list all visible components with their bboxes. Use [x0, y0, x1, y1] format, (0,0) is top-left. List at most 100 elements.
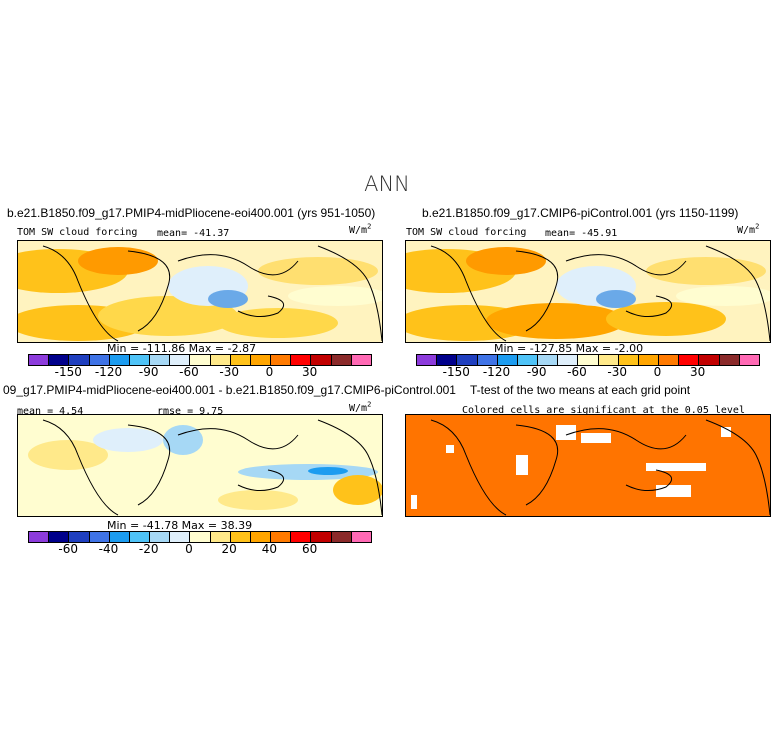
colorbar-tick-label: -90: [138, 365, 159, 379]
colorbar-swatch: [291, 355, 312, 365]
panel2-map: [405, 240, 771, 343]
colorbar-tick-label: -30: [219, 365, 239, 379]
colorbar-tick-label: 0: [185, 542, 193, 556]
colorbar-swatch: [170, 532, 191, 542]
colorbar-swatch: [618, 355, 639, 365]
panel3-rmse: rmse = 9.75: [157, 406, 224, 417]
colorbar-tick-label: 40: [261, 542, 278, 556]
panel2-units: W/m2: [737, 222, 760, 236]
colorbar-tick-label: 30: [302, 365, 318, 379]
colorbar-tick-label: -30: [607, 365, 627, 379]
panel3-units: W/m2: [349, 400, 372, 414]
colorbar-swatch: [437, 355, 458, 365]
colorbar-swatch: [578, 355, 599, 365]
colorbar-swatch: [150, 355, 171, 365]
colorbar-swatch: [739, 355, 759, 365]
colorbar-tick-label: 20: [221, 542, 237, 556]
colorbar-swatch: [210, 355, 231, 365]
colorbar-tick-label: 60: [302, 542, 318, 556]
colorbar-swatch: [89, 355, 110, 365]
colorbar-tick-label: -150: [442, 365, 470, 379]
colorbar-swatch: [351, 532, 371, 542]
page-title: ANN: [364, 172, 410, 196]
colorbar-swatch: [150, 532, 171, 542]
colorbar-swatch: [311, 355, 332, 365]
colorbar-swatch: [250, 532, 272, 542]
colorbar-swatch: [331, 355, 352, 365]
colorbar-swatch: [638, 355, 660, 365]
colorbar-swatch: [311, 532, 332, 542]
colorbar-tick-label: -90: [526, 365, 547, 379]
colorbar-swatch: [89, 532, 110, 542]
colorbar-swatch: [69, 355, 90, 365]
colorbar-tick-label: 0: [653, 365, 662, 379]
colorbar-swatch: [230, 532, 251, 542]
panel1-mean: mean= -41.37: [157, 228, 230, 239]
colorbar-swatch: [719, 355, 740, 365]
colorbar-swatch: [517, 355, 539, 365]
colorbar-swatch: [477, 355, 498, 365]
panel2-mean: mean= -45.91: [545, 228, 618, 239]
colorbar-swatch: [659, 355, 680, 365]
panel2-title: b.e21.B1850.f09_g17.CMIP6-piControl.001 …: [422, 206, 739, 220]
colorbar-swatch: [170, 355, 191, 365]
colorbar-swatch: [679, 355, 700, 365]
colorbar-swatch: [69, 532, 90, 542]
panel4-note: Colored cells are significant at the 0.0…: [462, 405, 745, 416]
panel2-colorbar: [416, 354, 760, 366]
colorbar-tick-label: 0: [265, 365, 274, 379]
colorbar-swatch: [699, 355, 720, 365]
colorbar-swatch: [351, 355, 371, 365]
panel3-colorbar-ticks: -60 -40 -20 0 20 40 60: [28, 542, 370, 556]
colorbar-tick-label: -150: [54, 365, 82, 379]
colorbar-swatch: [29, 355, 50, 365]
colorbar-swatch: [457, 355, 478, 365]
colorbar-tick-label: -40: [98, 542, 119, 556]
panel3-title: 09_g17.PMIP4-midPliocene-eoi400.001 - b.…: [3, 383, 456, 397]
panel1-field-label: TOM SW cloud forcing: [17, 227, 138, 238]
colorbar-swatch: [190, 532, 211, 542]
panel1-minmax: Min = -111.86 Max = -2.87: [107, 342, 257, 355]
colorbar-swatch: [190, 355, 211, 365]
colorbar-swatch: [109, 355, 130, 365]
colorbar-swatch: [49, 355, 70, 365]
colorbar-swatch: [129, 355, 151, 365]
colorbar-tick-label: -120: [94, 365, 123, 379]
colorbar-tick-label: -60: [179, 365, 199, 379]
colorbar-tick-label: 30: [690, 365, 706, 379]
panel2-field-label: TOM SW cloud forcing: [406, 227, 527, 238]
panel3-mean: mean = 4.54: [17, 406, 84, 417]
colorbar-swatch: [598, 355, 619, 365]
colorbar-swatch: [497, 355, 518, 365]
panel4-map: [405, 414, 771, 517]
panel1-units: W/m2: [349, 222, 372, 236]
colorbar-swatch: [331, 532, 352, 542]
colorbar-swatch: [271, 532, 292, 542]
panel3-colorbar: [28, 531, 372, 543]
colorbar-swatch: [271, 355, 292, 365]
colorbar-swatch: [109, 532, 130, 542]
panel2-colorbar-ticks: -150 -120 -90 -60 -30 0 30: [416, 365, 758, 379]
panel1-colorbar: [28, 354, 372, 366]
colorbar-tick-label: -20: [138, 542, 159, 556]
colorbar-tick-label: -60: [58, 542, 79, 556]
colorbar-swatch: [210, 532, 231, 542]
colorbar-swatch: [538, 355, 559, 365]
colorbar-swatch: [250, 355, 272, 365]
panel2-minmax: Min = -127.85 Max = -2.00: [494, 342, 644, 355]
panel1-title: b.e21.B1850.f09_g17.PMIP4-midPliocene-eo…: [7, 206, 376, 220]
colorbar-swatch: [417, 355, 438, 365]
panel1-map: [17, 240, 383, 343]
colorbar-swatch: [49, 532, 70, 542]
colorbar-swatch: [291, 532, 312, 542]
colorbar-swatch: [558, 355, 579, 365]
colorbar-swatch: [29, 532, 50, 542]
colorbar-tick-label: -60: [567, 365, 587, 379]
panel1-colorbar-ticks: -150 -120 -90 -60 -30 0 30: [28, 365, 370, 379]
panel4-title: T-test of the two means at each grid poi…: [470, 383, 691, 397]
panel3-map: [17, 414, 383, 517]
colorbar-swatch: [129, 532, 151, 542]
colorbar-tick-label: -120: [482, 365, 511, 379]
panel3-minmax: Min = -41.78 Max = 38.39: [107, 519, 253, 532]
colorbar-swatch: [230, 355, 251, 365]
